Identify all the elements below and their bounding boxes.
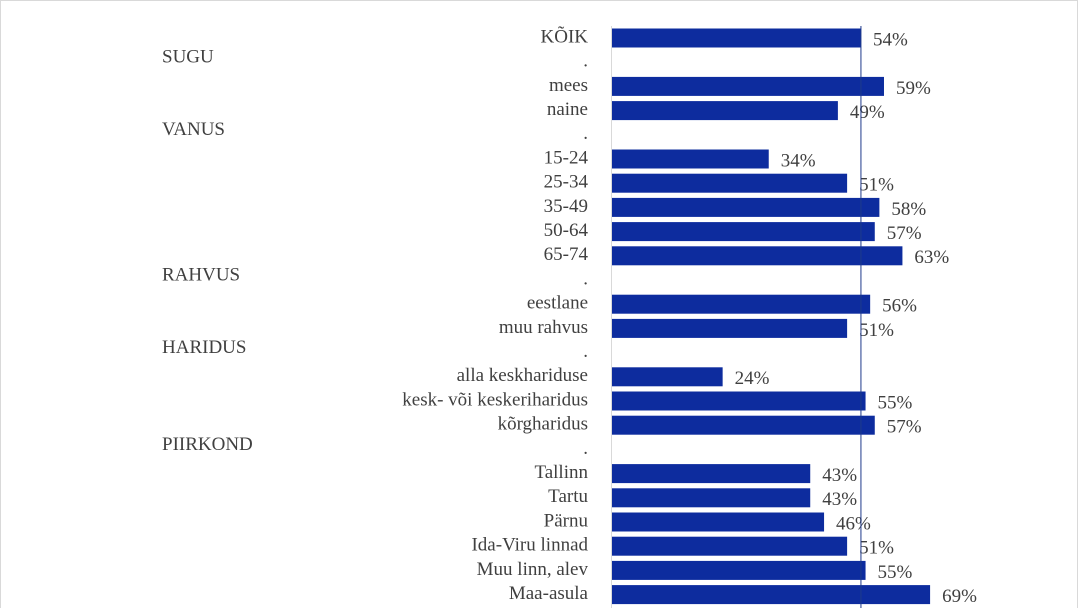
value-label: 43% xyxy=(822,465,857,486)
bar xyxy=(612,367,723,387)
category-label: 15-24 xyxy=(544,147,589,168)
category-label: KÕIK xyxy=(541,25,589,47)
category-label: 50-64 xyxy=(544,220,589,241)
bar xyxy=(612,415,875,435)
bar xyxy=(612,536,848,556)
bar xyxy=(612,246,903,266)
category-label: . xyxy=(583,268,588,289)
value-label: 51% xyxy=(859,320,894,341)
category-label: eestlane xyxy=(527,293,588,314)
group-label: SUGU xyxy=(162,47,214,68)
category-label: naine xyxy=(547,99,588,120)
group-label: HARIDUS xyxy=(162,337,246,358)
category-label: Tartu xyxy=(548,486,588,507)
value-label: 46% xyxy=(836,513,871,534)
category-label: 25-34 xyxy=(544,172,589,193)
value-label: 43% xyxy=(822,489,857,510)
category-label: . xyxy=(583,123,588,144)
bar xyxy=(612,585,931,605)
category-label: 35-49 xyxy=(544,196,588,217)
bar xyxy=(612,294,871,314)
category-label: Tallinn xyxy=(534,462,588,483)
bar xyxy=(612,222,875,242)
bar xyxy=(612,101,838,121)
category-label: . xyxy=(583,341,588,362)
category-label: mees xyxy=(549,75,588,96)
value-label: 57% xyxy=(887,223,922,244)
category-label: 65-74 xyxy=(544,244,589,265)
category-label: Ida-Viru linnad xyxy=(471,535,588,556)
value-label: 58% xyxy=(891,199,926,220)
value-label: 69% xyxy=(942,586,977,607)
bar xyxy=(612,318,848,338)
category-label: Muu linn, alev xyxy=(477,559,589,580)
bar xyxy=(612,391,866,411)
group-label: PIIRKOND xyxy=(162,434,253,455)
value-label: 49% xyxy=(850,102,885,123)
bar xyxy=(612,512,825,532)
value-label: 34% xyxy=(781,150,816,171)
value-label: 57% xyxy=(887,417,922,438)
bar xyxy=(612,76,884,96)
category-label: . xyxy=(583,51,588,72)
bar xyxy=(612,197,880,217)
group-label: RAHVUS xyxy=(162,264,240,285)
category-label: Pärnu xyxy=(544,510,589,531)
value-label: 51% xyxy=(859,175,894,196)
category-label: alla keskhariduse xyxy=(457,365,588,386)
group-label: VANUS xyxy=(162,119,225,140)
category-label: . xyxy=(583,438,588,459)
value-label: 59% xyxy=(896,78,931,99)
value-label: 55% xyxy=(878,392,913,413)
value-label: 54% xyxy=(873,29,908,50)
value-label: 55% xyxy=(878,562,913,583)
bar xyxy=(612,28,861,48)
bar xyxy=(612,173,848,193)
value-label: 51% xyxy=(859,538,894,559)
value-label: 56% xyxy=(882,296,917,317)
bar xyxy=(612,488,811,508)
category-label: muu rahvus xyxy=(499,317,588,338)
category-label: kõrgharidus xyxy=(498,414,588,435)
value-label: 63% xyxy=(914,247,949,268)
category-label: kesk- või keskeriharidus xyxy=(402,389,588,410)
bar xyxy=(612,149,769,169)
value-label: 24% xyxy=(735,368,770,389)
category-label: Maa-asula xyxy=(509,583,589,604)
bar xyxy=(612,464,811,484)
bar xyxy=(612,560,866,580)
